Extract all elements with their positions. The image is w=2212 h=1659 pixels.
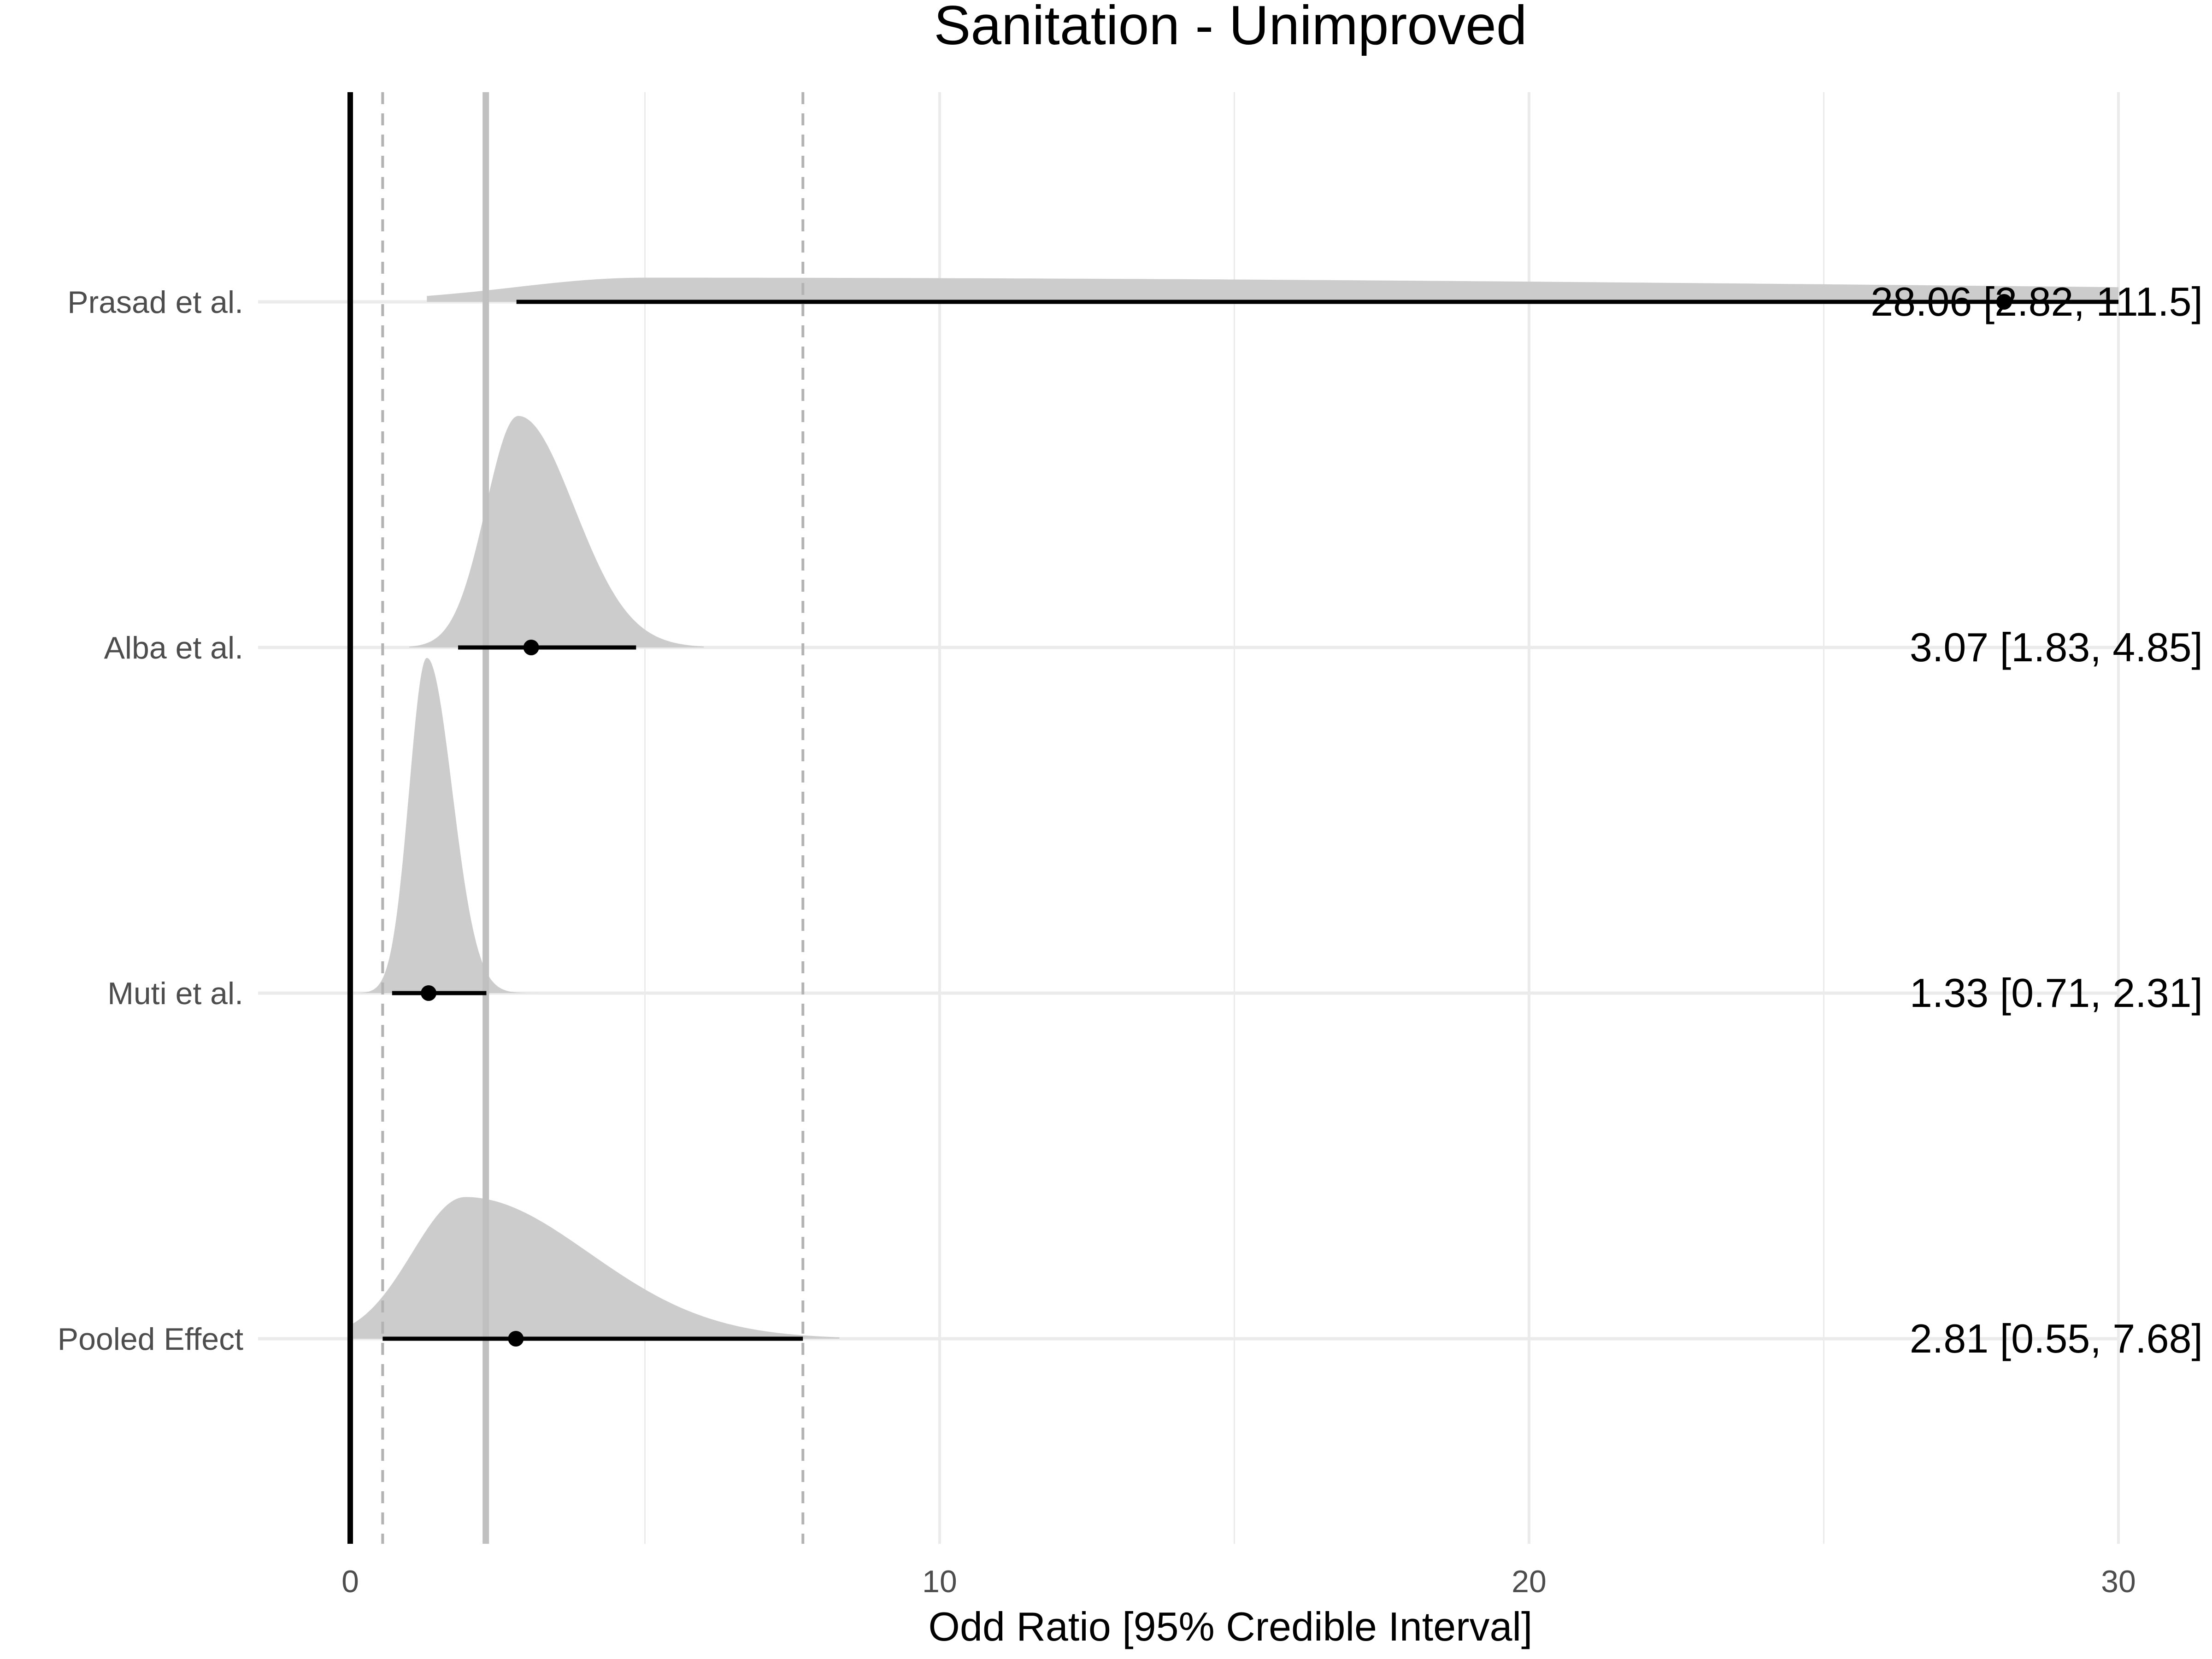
x-tick-label: 10 (922, 1564, 957, 1599)
x-tick-label: 30 (2101, 1564, 2136, 1599)
density-pooled-effect (353, 1197, 840, 1339)
point-estimate (421, 985, 437, 1001)
point-estimate (508, 1331, 524, 1347)
point-estimate (523, 640, 539, 655)
x-axis: 0 10 20 30 (341, 1564, 2136, 1599)
x-axis-title: Odd Ratio [95% Credible Interval] (929, 1604, 1533, 1649)
study-label: Pooled Effect (58, 1322, 243, 1357)
estimate-label: 28.06 [2.82, 111.5] (1871, 279, 2203, 324)
study-label: Alba et al. (104, 630, 243, 665)
density-curves (353, 277, 2118, 1339)
reference-lines (347, 92, 805, 1544)
study-label: Muti et al. (107, 976, 243, 1011)
estimate-label: 3.07 [1.83, 4.85] (1910, 624, 2203, 670)
chart-title: Sanitation - Unimproved (934, 0, 1527, 56)
estimate-label: 2.81 [0.55, 7.68] (1910, 1316, 2203, 1361)
x-tick-label: 0 (341, 1564, 359, 1599)
density-prasad-et-al- (427, 277, 2118, 302)
x-tick-label: 20 (1512, 1564, 1547, 1599)
point-estimate (1996, 294, 2012, 310)
density-muti-et-al- (353, 658, 539, 993)
credible-intervals (382, 294, 2118, 1347)
study-label: Prasad et al. (67, 285, 243, 320)
density-alba-et-al- (409, 416, 704, 647)
row-labels: Prasad et al. 28.06 [2.82, 111.5] Alba et … (58, 279, 2203, 1361)
estimate-label: 1.33 [0.71, 2.31] (1910, 970, 2203, 1016)
